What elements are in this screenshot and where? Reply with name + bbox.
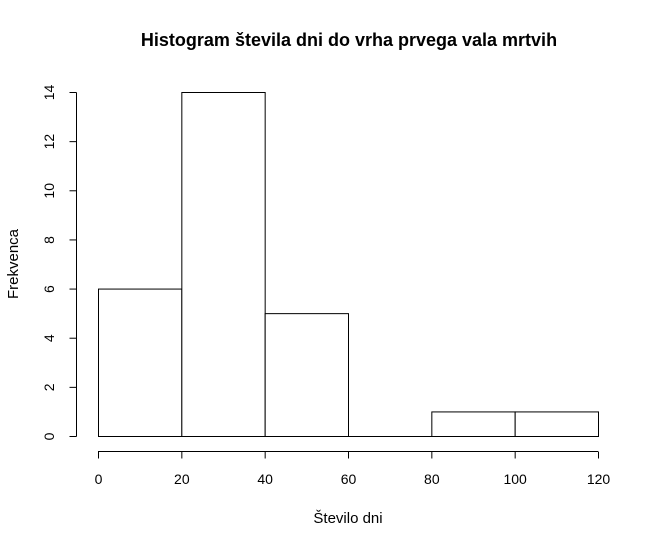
x-tick-label-80: 80 [424, 471, 440, 487]
x-axis: 0 20 40 60 80 100 120 [95, 451, 611, 487]
y-tick-label-14: 14 [41, 85, 57, 101]
y-tick-label-0: 0 [41, 432, 57, 440]
y-tick-label-12: 12 [41, 134, 57, 150]
x-tick-label-20: 20 [174, 471, 190, 487]
bar-20-40 [181, 92, 266, 437]
bar-0-20 [98, 288, 183, 438]
x-tick-label-60: 60 [341, 471, 357, 487]
chart-title: Histogram števila dni do vrha prvega val… [141, 30, 557, 50]
bar-100-120 [514, 411, 600, 437]
y-tick-label-2: 2 [41, 383, 57, 391]
x-tick-label-40: 40 [257, 471, 273, 487]
x-axis-label: Število dni [313, 510, 382, 527]
bars-group [98, 92, 600, 438]
y-tick-label-10: 10 [41, 183, 57, 199]
y-axis: 0 2 4 6 8 10 12 14 [41, 85, 77, 440]
bar-80-100 [431, 411, 516, 437]
y-tick-label-6: 6 [41, 285, 57, 293]
x-tick-label-0: 0 [95, 471, 103, 487]
x-tick-label-100: 100 [503, 471, 527, 487]
bar-40-60 [264, 313, 349, 437]
x-tick-label-120: 120 [587, 471, 611, 487]
y-tick-label-4: 4 [41, 334, 57, 342]
y-tick-label-8: 8 [41, 236, 57, 244]
y-axis-label: Frekvenca [5, 228, 22, 299]
